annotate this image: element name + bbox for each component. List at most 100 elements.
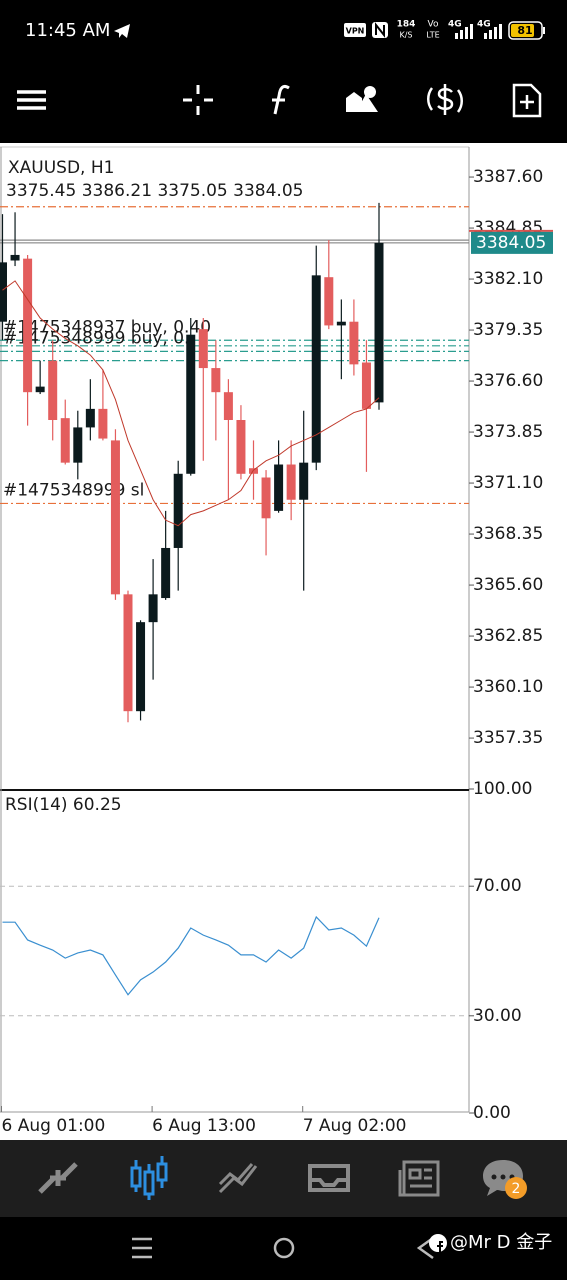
price-box-line [469,229,553,232]
chart-background [0,143,567,1140]
candle-body [374,242,384,403]
nfc-glyph [375,22,385,38]
y-tick-label: 70.00 [473,876,522,896]
status-time: 11:45 AM [25,20,110,41]
y-tick-label: 3382.10 [473,269,543,289]
ohlc-readout: 3375.45 3386.21 3375.05 3384.05 [6,181,303,201]
candle-body [85,408,95,428]
candle-body [274,464,284,511]
objects-circle [364,86,376,98]
candle-body [198,329,208,369]
trade-button[interactable] [427,84,463,115]
order-label: #1475348999 buy, 0. [3,328,189,348]
x-tick-label: 7 Aug 02:00 [303,1116,407,1136]
vpn-badge [344,23,366,37]
rsi-title: RSI(14) 60.25 [5,795,122,815]
candle-body [0,262,7,322]
ohlc-open: 3375.45 [6,181,76,201]
rsi-name: RSI(14) [5,795,68,815]
signal-2 [484,24,502,39]
candle-body [173,473,183,548]
y-tick-label: 3365.60 [473,575,543,595]
battery-text: 81 [517,24,532,37]
watermark-logo [429,1234,447,1252]
objects-button[interactable] [346,92,378,112]
new-order-plus [520,95,534,109]
vpn-text: VPN [346,27,365,36]
watermark-logo-f [437,1241,443,1252]
signal-1 [455,24,473,39]
telegram-icon [114,24,130,38]
chat-dot-2 [500,1174,506,1180]
rsi-value: 60.25 [73,795,122,815]
ohlc-close: 3384.05 [233,181,303,201]
candle-body [349,321,359,365]
candle-body [361,362,371,409]
top-bar [0,0,567,143]
battery-level [511,24,534,37]
candle-body [299,462,309,500]
chat-badge [505,1177,527,1199]
symbol-title: XAUUSD, H1 [8,158,114,178]
indicators-button[interactable] [272,84,290,115]
y-tick-label: 3368.35 [473,524,543,544]
candle-body [23,258,33,393]
y-tick-label: 3379.35 [473,320,543,340]
y-tick-label: 3360.10 [473,677,543,697]
candle-body [336,321,346,326]
x-tick-label: 6 Aug 13:00 [152,1116,256,1136]
candle-body [223,392,233,421]
candle-body [73,427,83,463]
candle-body [236,420,246,474]
candle-body [161,547,171,599]
price-box-label: 3384.05 [476,233,546,253]
net-type-2: 4G [477,20,491,30]
candle-body [10,254,20,261]
history-tab[interactable] [308,1164,350,1192]
bottom-nav [0,1140,567,1217]
candle-body [324,277,334,326]
chat-dot-1 [491,1174,497,1180]
chat-badge-count: 2 [512,1181,521,1197]
net-speed-unit: K/S [399,31,412,40]
candle-body [110,440,120,595]
y-tick-label: 30.00 [473,1006,522,1026]
home-button[interactable] [273,1237,295,1259]
y-tick-label: 3362.85 [473,626,543,646]
ohlc-low: 3375.05 [157,181,227,201]
candle-body [60,418,70,463]
new-order-button[interactable] [512,83,542,118]
y-tick-label: 3376.60 [473,371,543,391]
volte-bottom: LTE [426,31,439,40]
news-tab[interactable] [398,1160,440,1197]
volte-top: Vo [428,20,439,30]
y-tick-label: 3387.60 [473,167,543,187]
candle-body [35,386,45,393]
y-tick-label: 0.00 [473,1103,511,1123]
candle-body [286,464,296,500]
menu-button[interactable] [17,90,46,110]
trade-tab[interactable] [218,1163,258,1194]
plot-layer: #1475348937 buy, 0.40#1475348999 buy, 0.… [0,176,474,1114]
candle-body [123,594,133,712]
quotes-tab[interactable] [38,1162,78,1194]
ohlc-high: 3386.21 [82,181,152,201]
candle-body [98,408,108,439]
candle-body [211,368,221,393]
back-button[interactable] [416,1236,434,1260]
candle-body [136,622,146,712]
chart-tab[interactable] [130,1156,168,1200]
watermark: @Mr D 金子 [450,1232,552,1253]
order-label: #1475348937 buy, 0.40 [3,317,211,337]
system-nav [0,1217,567,1280]
chart-tab-wicks [134,1156,164,1200]
crosshair-button[interactable] [183,85,213,115]
recents-button[interactable] [132,1237,152,1259]
x-tick-label: 6 Aug 01:00 [2,1116,106,1136]
candle-body [148,594,158,623]
candle-body [186,334,196,474]
candle-body [48,360,58,421]
y-tick-label: 3371.10 [473,473,543,493]
candle-body [311,275,321,463]
